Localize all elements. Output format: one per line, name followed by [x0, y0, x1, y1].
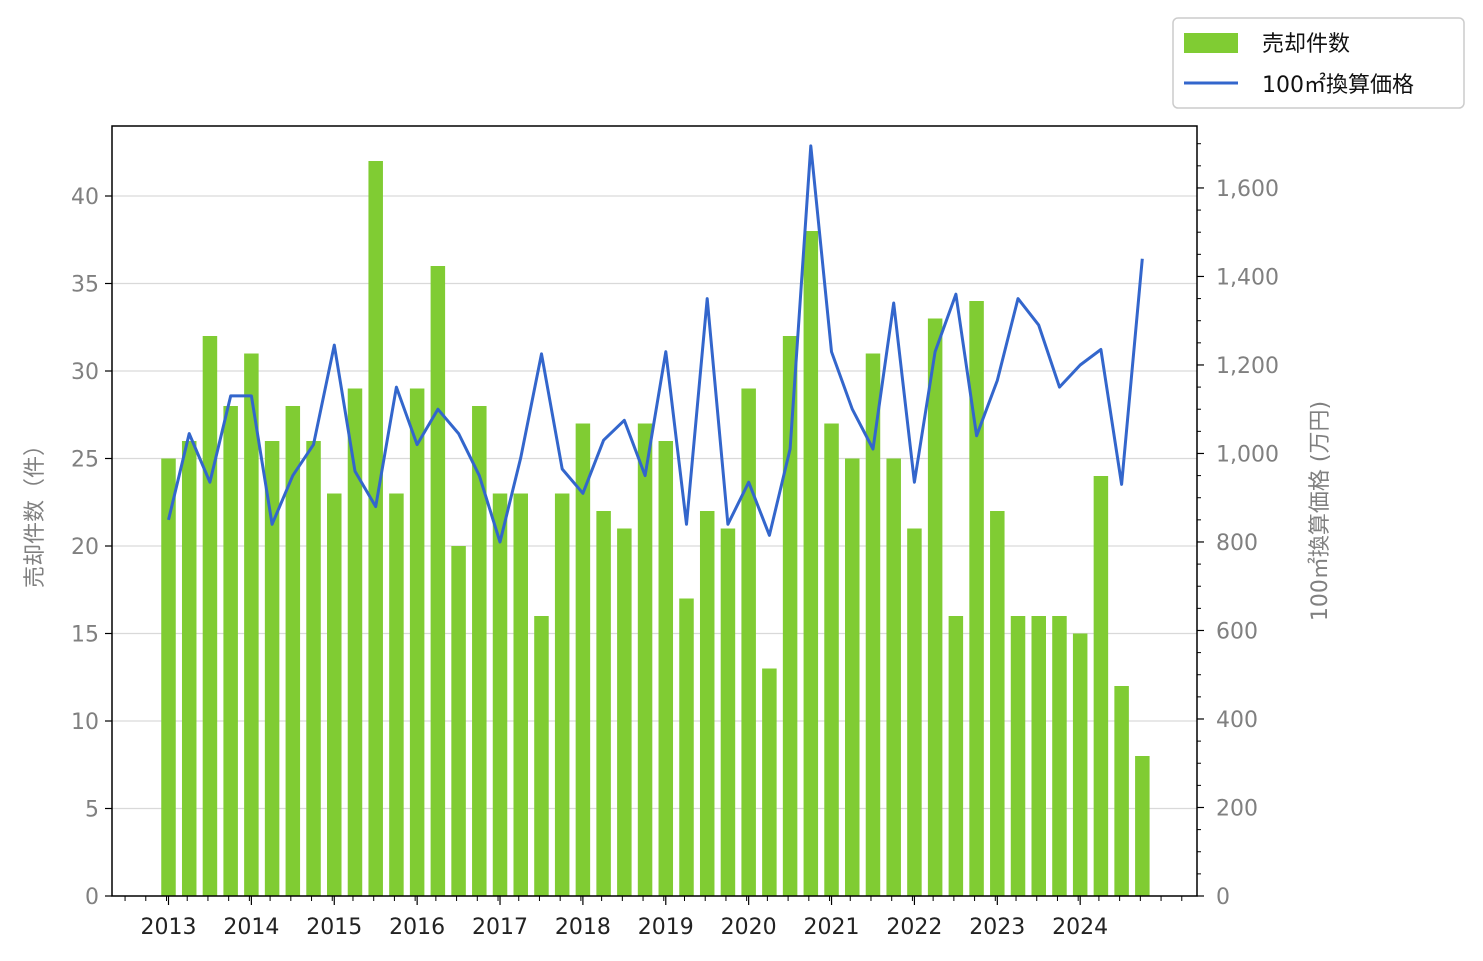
x-tick-label: 2017: [472, 915, 528, 940]
left-tick-label: 10: [71, 710, 99, 735]
bar: [782, 336, 798, 896]
bar: [990, 511, 1005, 896]
x-tick-label: 2023: [969, 915, 1025, 940]
bar: [907, 528, 922, 896]
x-tick-label: 2016: [389, 915, 445, 940]
bar: [223, 406, 238, 896]
bar: [202, 336, 218, 896]
bar: [596, 511, 611, 896]
x-axis: 2013 2014 2015 2016 2017 2018 2019 2020 2021 2022…: [124, 896, 1183, 940]
right-tick-label: 1,600: [1216, 177, 1279, 202]
price-line: [167, 144, 1144, 544]
legend-bar-swatch: [1184, 33, 1238, 53]
bar: [762, 668, 777, 896]
bar: [824, 423, 839, 896]
bar: [554, 493, 570, 896]
left-tick-label: 40: [71, 185, 99, 210]
plot-frame: [111, 125, 1198, 897]
bar: [1093, 476, 1109, 896]
bar: [472, 406, 487, 896]
right-tick-label: 1,000: [1216, 442, 1279, 467]
bar: [264, 441, 280, 896]
x-tick-label: 2013: [141, 915, 197, 940]
bar: [617, 528, 632, 896]
x-tick-label: 2022: [886, 915, 942, 940]
bar: [1114, 686, 1129, 896]
bar: [699, 511, 715, 896]
legend-line-label: 100㎡換算価格: [1262, 72, 1414, 98]
bar: [347, 388, 363, 896]
x-tick-label: 2024: [1052, 915, 1108, 940]
left-axis: 0 5 10 15 20 25 30 35 40: [71, 185, 112, 910]
bar: [327, 493, 342, 896]
bar: [658, 441, 674, 896]
right-axis: 0 200 400 600 800 1,000 1,200 1,400 1,600: [1197, 143, 1279, 910]
bar: [244, 353, 259, 896]
bar: [513, 493, 528, 896]
bar: [1072, 633, 1088, 896]
bar-series: [161, 161, 1150, 896]
line-series: [167, 144, 1144, 544]
x-tick-label: 2020: [721, 915, 777, 940]
legend: 売却件数 100㎡換算価格: [1172, 17, 1465, 109]
right-tick-label: 1,400: [1216, 265, 1279, 290]
bar: [1135, 756, 1150, 896]
bar: [803, 231, 819, 896]
bar: [741, 388, 756, 896]
right-tick-label: 800: [1216, 531, 1258, 556]
bar: [181, 441, 197, 896]
bar: [1031, 616, 1046, 896]
bar: [409, 388, 425, 896]
right-tick-label: 200: [1216, 796, 1258, 821]
left-tick-label: 15: [71, 623, 99, 648]
left-tick-label: 5: [85, 798, 99, 823]
bar: [451, 546, 466, 896]
x-tick-label: 2019: [638, 915, 694, 940]
bar: [430, 266, 446, 896]
bar: [306, 441, 321, 896]
legend-box: [1172, 17, 1465, 109]
bar: [637, 423, 653, 896]
left-tick-label: 20: [71, 535, 99, 560]
left-axis-title: 売却件数（件）: [23, 434, 48, 588]
right-axis-title: 100㎡換算価格 (万円): [1307, 401, 1333, 621]
x-tick-label: 2018: [555, 915, 611, 940]
left-tick-label: 35: [71, 273, 99, 298]
bar: [679, 598, 694, 896]
left-tick-label: 0: [85, 885, 99, 910]
right-tick-label: 600: [1216, 619, 1258, 644]
x-tick-label: 2014: [223, 915, 279, 940]
bar: [161, 458, 176, 896]
bar: [534, 616, 549, 896]
bar: [1010, 616, 1026, 896]
bar: [285, 406, 301, 896]
legend-bar-label: 売却件数: [1262, 32, 1350, 57]
bar: [389, 493, 404, 896]
x-tick-label: 2015: [306, 915, 362, 940]
bar: [720, 528, 736, 896]
bar: [865, 353, 881, 896]
right-tick-label: 0: [1216, 885, 1230, 910]
bar: [927, 318, 943, 896]
bar: [969, 301, 984, 896]
bar: [1052, 616, 1067, 896]
left-tick-label: 25: [71, 448, 99, 473]
bar: [845, 458, 860, 896]
bar: [492, 493, 508, 896]
right-tick-label: 400: [1216, 708, 1258, 733]
left-tick-label: 30: [71, 360, 99, 385]
bar: [886, 458, 901, 896]
bar: [368, 161, 383, 896]
right-tick-label: 1,200: [1216, 354, 1279, 379]
bar: [948, 616, 964, 896]
x-tick-label: 2021: [804, 915, 860, 940]
bar: [575, 423, 591, 896]
